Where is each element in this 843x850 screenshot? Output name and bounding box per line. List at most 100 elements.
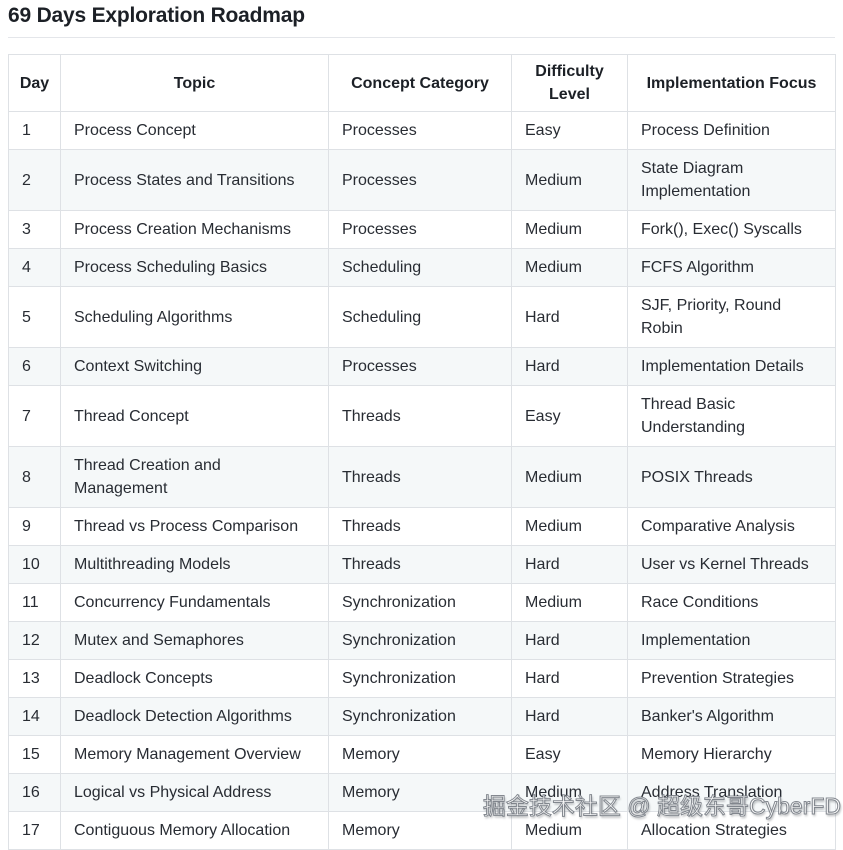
table-row: 6 Context Switching Processes Hard Imple… (8, 347, 836, 386)
cell-difficulty: Easy (511, 385, 628, 447)
table-row: 4 Process Scheduling Basics Scheduling M… (8, 248, 836, 287)
cell-category: Threads (328, 446, 512, 508)
cell-day: 7 (8, 385, 61, 447)
cell-day: 4 (8, 248, 61, 287)
cell-difficulty: Hard (511, 697, 628, 736)
cell-category: Synchronization (328, 659, 512, 698)
table-row: 7 Thread Concept Threads Easy Thread Bas… (8, 385, 836, 447)
cell-topic: Multithreading Models (60, 545, 329, 584)
cell-difficulty: Medium (511, 507, 628, 546)
cell-day: 12 (8, 621, 61, 660)
cell-day: 10 (8, 545, 61, 584)
cell-day: 13 (8, 659, 61, 698)
cell-day: 15 (8, 735, 61, 774)
cell-focus: Memory Hierarchy (627, 735, 836, 774)
column-header-day: Day (8, 54, 61, 112)
cell-difficulty: Medium (511, 210, 628, 249)
table-row: 14 Deadlock Detection Algorithms Synchro… (8, 697, 836, 736)
cell-topic: Scheduling Algorithms (60, 286, 329, 348)
cell-category: Memory (328, 735, 512, 774)
cell-focus: Prevention Strategies (627, 659, 836, 698)
cell-difficulty: Medium (511, 248, 628, 287)
cell-difficulty: Easy (511, 735, 628, 774)
cell-difficulty: Easy (511, 111, 628, 150)
cell-category: Scheduling (328, 286, 512, 348)
cell-topic: Deadlock Concepts (60, 659, 329, 698)
cell-category: Threads (328, 545, 512, 584)
cell-focus: Address Translation (627, 773, 836, 812)
cell-day: 2 (8, 149, 61, 211)
cell-difficulty: Hard (511, 621, 628, 660)
table-row: 15 Memory Management Overview Memory Eas… (8, 735, 836, 774)
cell-day: 16 (8, 773, 61, 812)
cell-focus: Process Definition (627, 111, 836, 150)
cell-topic: Process Concept (60, 111, 329, 150)
cell-day: 14 (8, 697, 61, 736)
cell-focus: FCFS Algorithm (627, 248, 836, 287)
table-row: 13 Deadlock Concepts Synchronization Har… (8, 659, 836, 698)
cell-topic: Thread Concept (60, 385, 329, 447)
cell-focus: Implementation (627, 621, 836, 660)
cell-difficulty: Hard (511, 347, 628, 386)
cell-category: Synchronization (328, 583, 512, 622)
cell-difficulty: Hard (511, 545, 628, 584)
cell-focus: SJF, Priority, Round Robin (627, 286, 836, 348)
cell-difficulty: Medium (511, 149, 628, 211)
cell-topic: Logical vs Physical Address (60, 773, 329, 812)
table-row: 3 Process Creation Mechanisms Processes … (8, 210, 836, 249)
cell-focus: Comparative Analysis (627, 507, 836, 546)
table-row: 9 Thread vs Process Comparison Threads M… (8, 507, 836, 546)
cell-focus: Implementation Details (627, 347, 836, 386)
cell-category: Threads (328, 507, 512, 546)
cell-category: Synchronization (328, 621, 512, 660)
roadmap-table: Day Topic Concept Category Difficulty Le… (8, 54, 836, 850)
cell-category: Memory (328, 773, 512, 812)
table-row: 12 Mutex and Semaphores Synchronization … (8, 621, 836, 660)
cell-day: 1 (8, 111, 61, 150)
cell-category: Threads (328, 385, 512, 447)
cell-day: 8 (8, 446, 61, 508)
cell-day: 5 (8, 286, 61, 348)
cell-difficulty: Hard (511, 286, 628, 348)
cell-category: Processes (328, 149, 512, 211)
column-header-category: Concept Category (328, 54, 512, 112)
cell-focus: User vs Kernel Threads (627, 545, 836, 584)
cell-difficulty: Medium (511, 811, 628, 850)
cell-category: Processes (328, 347, 512, 386)
column-header-topic: Topic (60, 54, 329, 112)
cell-difficulty: Medium (511, 446, 628, 508)
cell-day: 11 (8, 583, 61, 622)
cell-difficulty: Medium (511, 773, 628, 812)
cell-topic: Process States and Transitions (60, 149, 329, 211)
cell-focus: Fork(), Exec() Syscalls (627, 210, 836, 249)
cell-day: 3 (8, 210, 61, 249)
table-row: 16 Logical vs Physical Address Memory Me… (8, 773, 836, 812)
table-row: 8 Thread Creation and Management Threads… (8, 446, 836, 508)
cell-topic: Mutex and Semaphores (60, 621, 329, 660)
cell-difficulty: Hard (511, 659, 628, 698)
cell-category: Synchronization (328, 697, 512, 736)
cell-day: 6 (8, 347, 61, 386)
cell-topic: Concurrency Fundamentals (60, 583, 329, 622)
header-row: Day Topic Concept Category Difficulty Le… (8, 54, 836, 112)
cell-category: Processes (328, 111, 512, 150)
cell-topic: Memory Management Overview (60, 735, 329, 774)
table-row: 2 Process States and Transitions Process… (8, 149, 836, 211)
cell-focus: POSIX Threads (627, 446, 836, 508)
cell-day: 17 (8, 811, 61, 850)
page-title: 69 Days Exploration Roadmap (8, 0, 835, 38)
cell-topic: Deadlock Detection Algorithms (60, 697, 329, 736)
cell-topic: Context Switching (60, 347, 329, 386)
cell-focus: State Diagram Implementation (627, 149, 836, 211)
cell-category: Scheduling (328, 248, 512, 287)
table-body: 1 Process Concept Processes Easy Process… (8, 111, 836, 850)
table-row: 10 Multithreading Models Threads Hard Us… (8, 545, 836, 584)
cell-focus: Race Conditions (627, 583, 836, 622)
cell-day: 9 (8, 507, 61, 546)
cell-focus: Thread Basic Understanding (627, 385, 836, 447)
cell-topic: Process Scheduling Basics (60, 248, 329, 287)
table-row: 11 Concurrency Fundamentals Synchronizat… (8, 583, 836, 622)
cell-topic: Process Creation Mechanisms (60, 210, 329, 249)
column-header-difficulty: Difficulty Level (511, 54, 628, 112)
cell-topic: Thread Creation and Management (60, 446, 329, 508)
